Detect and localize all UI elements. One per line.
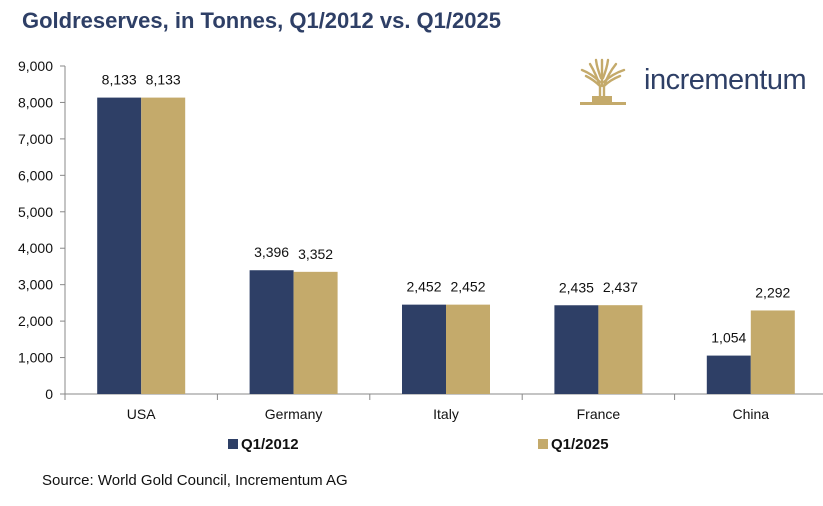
x-tick-label: Italy — [433, 406, 459, 422]
y-tick-label: 0 — [45, 386, 53, 402]
y-tick-label: 7,000 — [18, 131, 53, 147]
x-tick-label: France — [577, 406, 621, 422]
source-note: Source: World Gold Council, Incrementum … — [42, 472, 348, 489]
data-label: 2,452 — [406, 279, 441, 295]
data-label: 2,437 — [603, 279, 638, 295]
data-label: 8,133 — [102, 72, 137, 88]
chart-axes: 0 1,000 2,000 3,000 4,000 5,000 6,000 7,000 8,00… — [18, 58, 823, 422]
legend-swatch — [228, 439, 238, 449]
y-tick-label: 4,000 — [18, 240, 53, 256]
data-label: 3,396 — [254, 244, 289, 260]
data-label: 8,133 — [146, 72, 181, 88]
incrementum-logo: incrementum — [578, 56, 818, 106]
y-tick-label: 1,000 — [18, 350, 53, 366]
chart-legend: Q1/2012 Q1/2025 — [228, 436, 609, 453]
bar — [141, 97, 186, 394]
x-tick-label: China — [733, 406, 770, 422]
chart-title: Goldreserves, in Tonnes, Q1/2012 vs. Q1/… — [22, 8, 501, 33]
y-tick-label: 2,000 — [18, 313, 53, 329]
bar — [750, 310, 795, 394]
x-tick-label: Germany — [265, 406, 323, 422]
legend-label: Q1/2012 — [241, 436, 299, 453]
chart-data-labels: 8,133 8,133 3,396 3,352 2,452 2,452 2,435 2,437… — [102, 72, 791, 346]
bar — [293, 271, 338, 394]
logo-text: incrementum — [644, 64, 807, 96]
data-label: 2,435 — [559, 279, 594, 295]
tree-logo-icon — [580, 58, 626, 105]
bar — [402, 304, 446, 394]
data-label: 1,054 — [711, 330, 746, 346]
y-tick-label: 8,000 — [18, 94, 53, 110]
data-label: 2,292 — [755, 284, 790, 300]
bar — [97, 97, 142, 394]
y-tick-label: 3,000 — [18, 277, 53, 293]
bar — [598, 305, 643, 394]
bar — [706, 355, 751, 394]
x-tick-label: USA — [127, 406, 156, 422]
data-label: 3,352 — [298, 246, 333, 262]
legend-label: Q1/2025 — [551, 436, 609, 453]
legend-swatch — [538, 439, 548, 449]
data-label: 2,452 — [450, 279, 485, 295]
bar — [554, 305, 599, 394]
bar — [249, 270, 294, 394]
chart-bars — [97, 97, 795, 394]
y-tick-label: 6,000 — [18, 167, 53, 183]
y-tick-label: 9,000 — [18, 58, 53, 74]
y-tick-label: 5,000 — [18, 204, 53, 220]
bar — [446, 304, 490, 394]
